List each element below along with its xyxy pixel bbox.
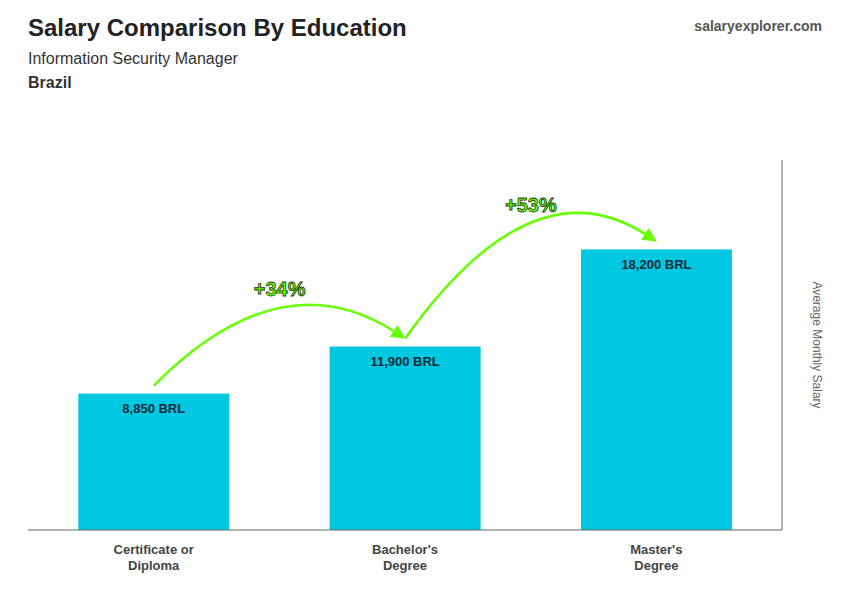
html-text:salaryexplorer.com: salaryexplorer.com — [694, 18, 822, 34]
svg-text:Average Monthly Salary: Average Monthly Salary — [810, 281, 824, 408]
html-text:Information Security Manager: Information Security Manager — [28, 50, 238, 67]
svg-text:+34%: +34% — [254, 278, 306, 300]
svg-text:18,200 BRL: 18,200 BRL — [621, 257, 691, 272]
svg-text:+53%: +53% — [505, 194, 557, 216]
svg-text:11,900 BRL: 11,900 BRL — [370, 354, 439, 369]
svg-text:Bachelor'sDegree: Bachelor'sDegree — [372, 542, 438, 573]
html-text:Brazil: Brazil — [28, 74, 72, 91]
svg-text:8,850 BRL: 8,850 BRL — [122, 401, 185, 416]
svg-text:Master'sDegree: Master'sDegree — [630, 542, 682, 573]
html-text:Salary Comparison By Education: Salary Comparison By Education — [28, 14, 407, 41]
svg-text:Certificate orDiploma: Certificate orDiploma — [114, 542, 194, 573]
